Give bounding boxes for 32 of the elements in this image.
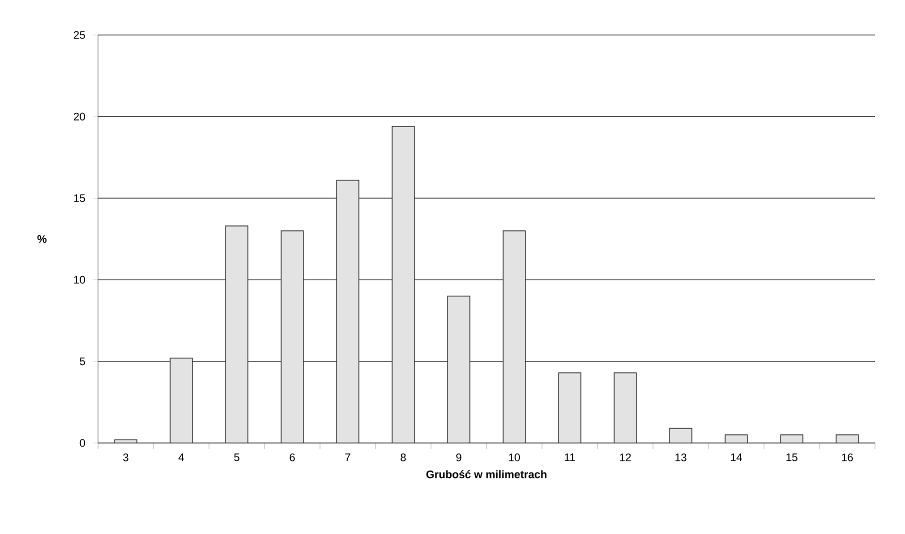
x-tick-label: 16	[842, 454, 853, 462]
y-tick-label: 5	[80, 358, 86, 366]
y-tick-label: 15	[74, 194, 86, 202]
y-axis-title: %	[37, 235, 47, 243]
x-axis-title: Grubość w milimetrach	[426, 470, 546, 478]
x-tick-label: 5	[234, 454, 240, 462]
x-tick-label: 4	[178, 454, 184, 462]
bar	[225, 226, 248, 443]
y-tick-label: 10	[74, 276, 86, 284]
bar	[558, 372, 582, 443]
bar	[170, 358, 193, 443]
bar	[336, 180, 360, 443]
x-tick-label: 11	[564, 454, 575, 462]
x-tick-label: 3	[123, 454, 128, 462]
y-tick-label: 20	[74, 112, 86, 120]
bar	[502, 230, 526, 443]
bar	[614, 372, 637, 443]
bar	[392, 126, 415, 443]
bar	[280, 230, 304, 443]
x-tick-label: 8	[400, 454, 406, 462]
x-tick-label: 6	[290, 454, 295, 462]
x-tick-label: 9	[456, 454, 462, 462]
x-tick-label: 13	[675, 454, 686, 462]
x-tick-label: 7	[345, 454, 350, 462]
y-tick-label: 0	[80, 439, 86, 447]
y-tick-label: 25	[74, 31, 86, 39]
x-tick-label: 12	[620, 454, 631, 462]
x-tick-label: 14	[730, 454, 742, 462]
x-tick-label: 15	[786, 454, 798, 462]
bar	[669, 428, 692, 443]
x-tick-label: 10	[508, 454, 520, 462]
bar	[447, 296, 470, 443]
